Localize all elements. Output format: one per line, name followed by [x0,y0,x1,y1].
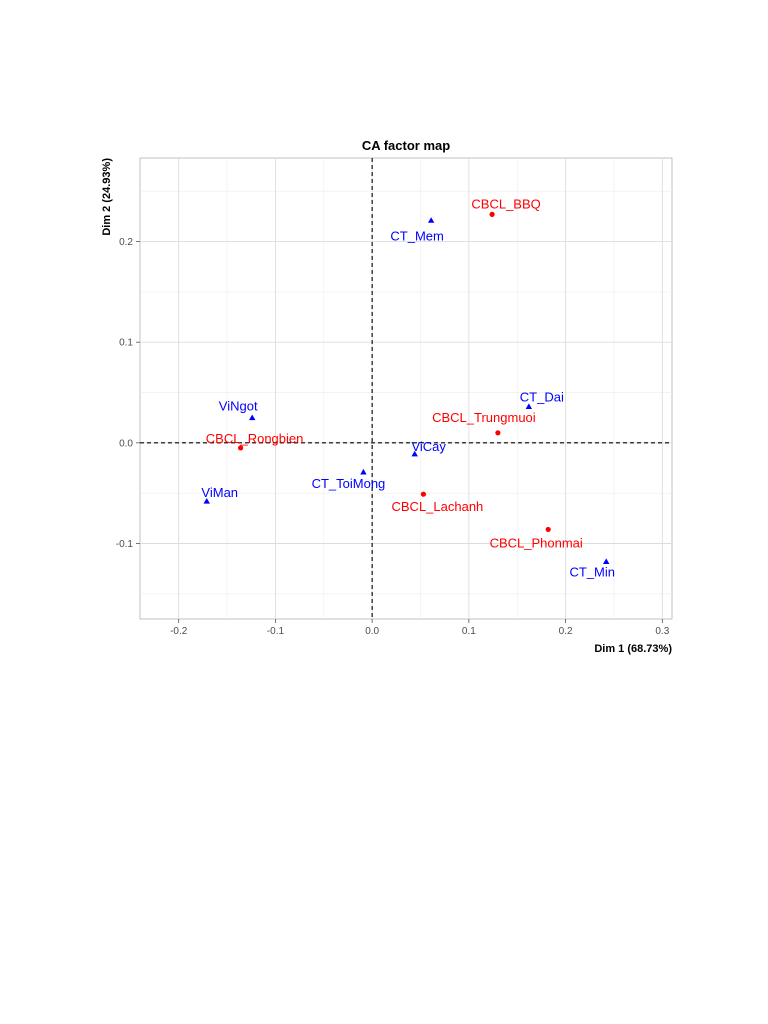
point-label-vicay: ViCay [411,439,446,454]
point-label-cbcl-lachanh: CBCL_Lachanh [392,499,484,514]
point-label-cbcl-trungmuoi: CBCL_Trungmuoi [432,410,536,425]
point-ct-dai [525,403,533,410]
point-label-viman: ViMan [201,485,238,500]
x-tick-label: 0.3 [655,626,669,637]
point-label-cbcl-phonmai: CBCL_Phonmai [490,535,583,550]
data-points: CBCL_BBQ CBCL_Trungmuoi CBCL_Rongbien CBCL_… [201,196,615,579]
point-viman [203,498,210,504]
x-tick-label: -0.2 [170,626,188,637]
plot-panel [139,157,673,620]
x-tick-label: 0.1 [462,626,476,637]
point-label-cbcl-rongbien: CBCL_Rongbien [206,431,304,446]
x-axis-label: Dim 1 (68.73%) [594,643,672,655]
point-label-ct-dai: CT_Dai [520,390,564,405]
point-label-ct-toimong: CT_ToiMong [312,476,386,491]
x-tick-label: 0.0 [365,626,379,637]
y-tick-label: 0.0 [119,438,133,449]
point-ct-toimong [360,468,367,475]
reference-lines [140,158,672,619]
x-tick-label: -0.1 [267,626,285,637]
point-vingot [249,414,256,421]
point-label-cbcl-bbq: CBCL_BBQ [471,196,540,211]
point-label-ct-mem: CT_Mem [390,228,443,243]
y-axis-ticks: -0.1 0.0 0.1 0.2 [116,237,140,550]
y-tick-label: 0.2 [119,237,133,248]
y-tick-label: 0.1 [119,338,133,349]
point-ct-mem [427,217,435,223]
point-cbcl-rongbien [237,445,244,451]
point-cbcl-bbq [489,211,495,217]
point-vicay [411,450,418,457]
y-tick-label: -0.1 [116,539,134,550]
point-label-ct-min: CT_Min [569,565,615,580]
point-cbcl-phonmai [545,526,551,533]
point-ct-min [603,558,610,565]
chart-title: CA factor map [362,138,450,153]
point-cbcl-lachanh [420,491,427,497]
y-axis-label: Dim 2 (24.93%) [101,158,113,236]
point-cbcl-trungmuoi [495,430,501,436]
x-axis-ticks: -0.2 -0.1 0.0 0.1 0.2 0.3 [170,619,670,637]
x-tick-label: 0.2 [559,626,573,637]
point-label-vingot: ViNgot [219,399,258,414]
